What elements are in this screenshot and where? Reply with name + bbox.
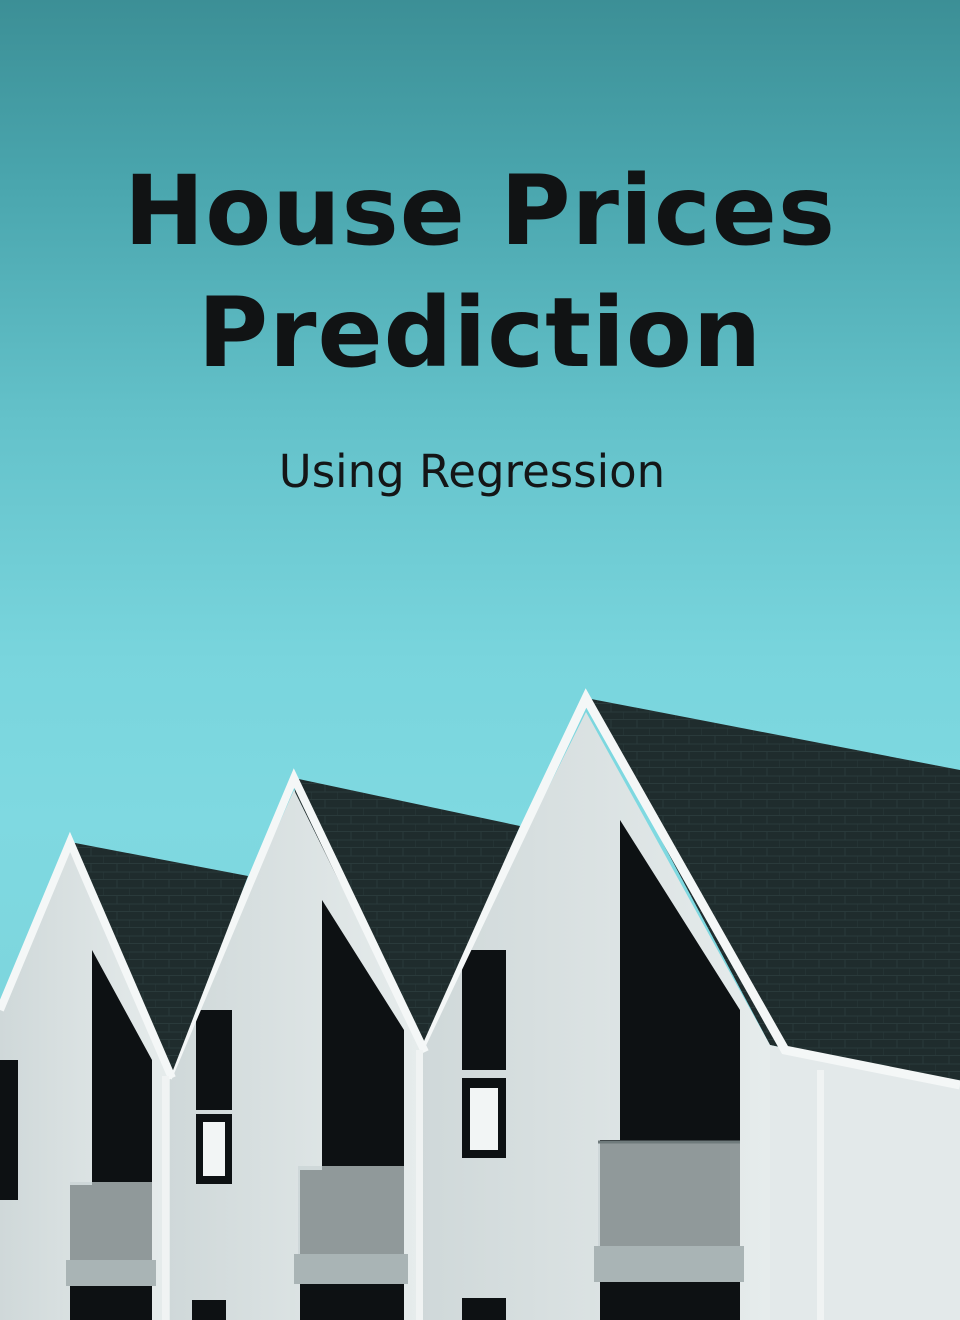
house-left (0, 831, 248, 1320)
balcony-left (70, 1182, 152, 1262)
title-line-2: Prediction (197, 277, 763, 389)
window-right-upper (462, 950, 506, 1070)
title-line-1: House Prices (123, 155, 837, 267)
house-right (413, 688, 960, 1320)
balcony-middle (298, 1166, 404, 1256)
cover-title: House Prices Prediction (0, 150, 960, 394)
roof-trim-right (413, 688, 960, 1090)
window-middle-upper (196, 1010, 232, 1110)
roof-left (70, 842, 248, 1078)
wall-right-side (770, 1045, 960, 1320)
roof-middle (294, 778, 520, 1050)
balcony-right (598, 1142, 740, 1248)
roof-trim-left (0, 831, 176, 1080)
roof-trim-middle (164, 768, 429, 1080)
house-middle (164, 768, 520, 1320)
roof-right (586, 698, 960, 1085)
cover-subtitle: Using Regression (278, 445, 666, 498)
